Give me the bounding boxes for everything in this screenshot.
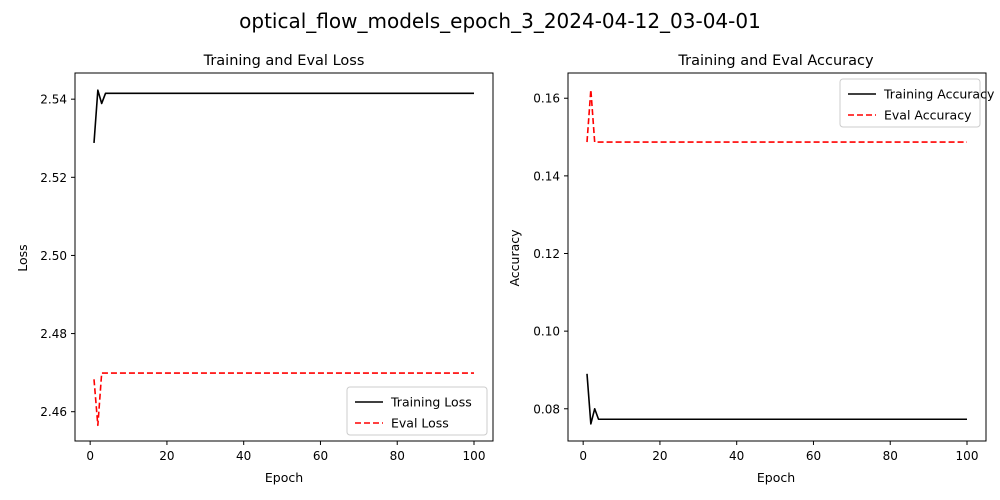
loss-chart-legend-label: Training Loss	[390, 395, 472, 410]
loss-chart-xtick-label: 60	[313, 449, 328, 463]
loss-chart-title: Training and Eval Loss	[203, 53, 365, 69]
accuracy-chart-ytick-label: 0.12	[533, 247, 560, 261]
accuracy-chart-ytick-label: 0.10	[533, 325, 560, 339]
accuracy-chart-legend-label: Eval Accuracy	[884, 108, 972, 123]
accuracy-chart-xlabel: Epoch	[757, 470, 795, 485]
accuracy-chart-xtick-label: 100	[956, 449, 979, 463]
accuracy-chart-series-line-2	[586, 88, 967, 143]
loss-chart-ytick-label: 2.52	[40, 171, 67, 185]
accuracy-chart: Training and Eval Accuracy Epoch Accurac…	[507, 53, 995, 485]
loss-chart-frame	[74, 72, 494, 442]
accuracy-chart-ytick-label: 0.16	[533, 92, 560, 106]
accuracy-chart-xtick-label: 0	[579, 449, 587, 463]
accuracy-chart-legend: Training Accuracy Eval Accuracy	[839, 78, 995, 128]
loss-chart-xlabel: Epoch	[265, 470, 303, 485]
loss-chart-xtick-label: 0	[86, 449, 94, 463]
loss-chart-xtick-label: 40	[236, 449, 251, 463]
loss-chart-ytick-label: 2.46	[40, 405, 67, 419]
figure-title: optical_flow_models_epoch_3_2024-04-12_0…	[239, 9, 761, 33]
loss-chart: Training and Eval Loss Epoch Loss 0 20 40 6…	[15, 53, 494, 485]
loss-chart-legend-label: Eval Loss	[391, 416, 449, 431]
accuracy-chart-xtick-label: 60	[806, 449, 821, 463]
loss-chart-legend: Training Loss Eval Loss	[346, 386, 488, 436]
accuracy-chart-ticks: 0 20 40 60 80 100 0.08 0.10 0.12 0.14 0.16	[533, 92, 978, 463]
loss-chart-ytick-label: 2.54	[40, 93, 67, 107]
loss-chart-ytick-label: 2.50	[40, 249, 67, 263]
accuracy-chart-frame	[567, 72, 987, 442]
accuracy-chart-xtick-label: 20	[652, 449, 667, 463]
accuracy-chart-title: Training and Eval Accuracy	[677, 53, 874, 69]
accuracy-chart-series-line-1	[586, 373, 967, 425]
loss-chart-xtick-label: 20	[159, 449, 174, 463]
loss-chart-ticks: 0 20 40 60 80 100 2.46 2.48 2.50 2.52 2.54	[40, 93, 485, 463]
accuracy-chart-ylabel: Accuracy	[507, 229, 522, 287]
loss-chart-xtick-label: 80	[390, 449, 405, 463]
loss-chart-series-line-1	[93, 89, 474, 143]
loss-chart-xtick-label: 100	[463, 449, 486, 463]
accuracy-chart-xtick-label: 40	[729, 449, 744, 463]
loss-chart-series-line-2	[93, 372, 474, 427]
loss-chart-ytick-label: 2.48	[40, 327, 67, 341]
accuracy-chart-ytick-label: 0.14	[533, 169, 560, 183]
accuracy-chart-legend-label: Training Accuracy	[883, 87, 995, 102]
accuracy-chart-lines	[586, 88, 967, 425]
loss-chart-ylabel: Loss	[15, 244, 30, 271]
accuracy-chart-xtick-label: 80	[883, 449, 898, 463]
loss-chart-lines	[93, 89, 474, 427]
accuracy-chart-ytick-label: 0.08	[533, 402, 560, 416]
